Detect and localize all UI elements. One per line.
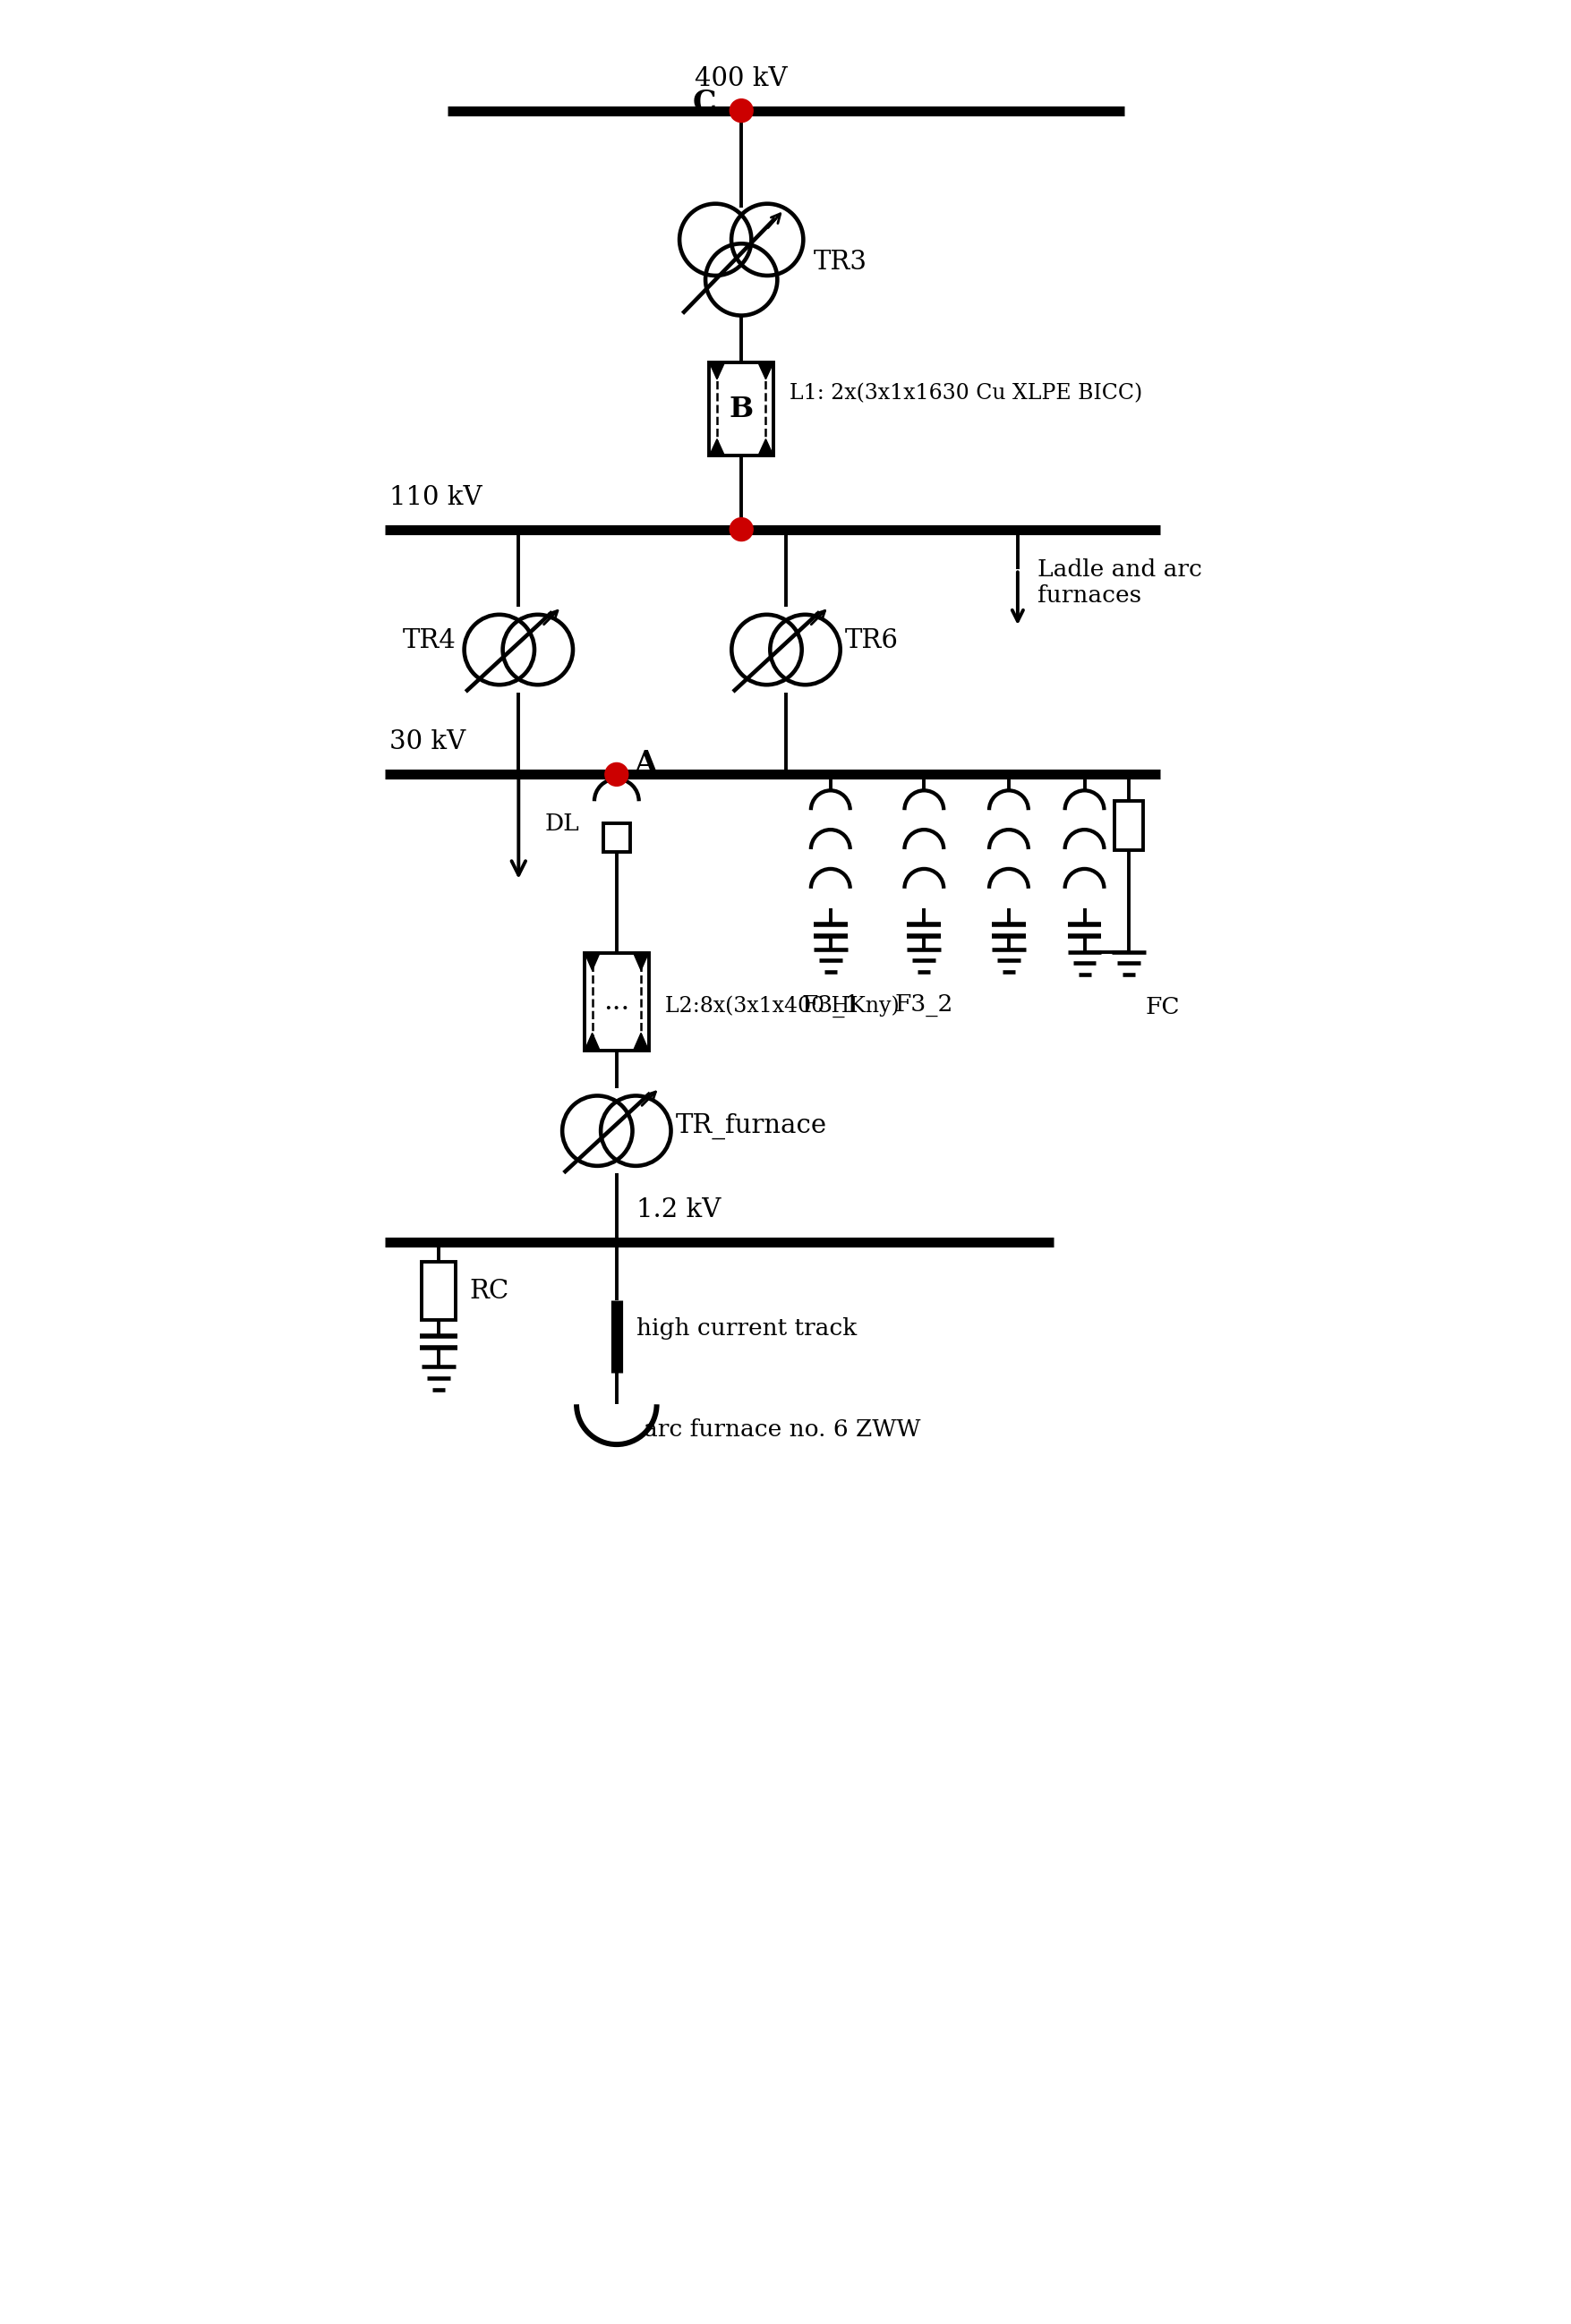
Text: 30 kV: 30 kV — [390, 730, 465, 755]
Text: TR_furnace: TR_furnace — [676, 1113, 826, 1139]
Text: arc furnace no. 6 ZWW: arc furnace no. 6 ZWW — [643, 1418, 921, 1441]
Text: RC: RC — [470, 1278, 509, 1304]
Text: FC: FC — [1144, 997, 1178, 1018]
Text: L1: 2x(3x1x1630 Cu XLPE BICC): L1: 2x(3x1x1630 Cu XLPE BICC) — [789, 383, 1142, 404]
Bar — [603, 823, 630, 853]
Polygon shape — [584, 953, 600, 969]
Polygon shape — [757, 363, 773, 379]
Text: A: A — [635, 748, 657, 779]
Polygon shape — [633, 1032, 649, 1050]
Polygon shape — [709, 363, 724, 379]
Circle shape — [729, 518, 753, 541]
Bar — [584, 953, 649, 1050]
Text: high current track: high current track — [636, 1318, 856, 1341]
Bar — [709, 363, 773, 456]
Bar — [421, 1262, 456, 1320]
Text: 110 kV: 110 kV — [390, 486, 482, 509]
Text: TR6: TR6 — [844, 627, 899, 653]
Text: 400 kV: 400 kV — [694, 65, 787, 91]
Text: TR3: TR3 — [814, 249, 867, 274]
Polygon shape — [584, 1032, 600, 1050]
Text: F3_1: F3_1 — [801, 995, 859, 1018]
Polygon shape — [709, 439, 724, 456]
Text: B: B — [729, 395, 753, 423]
Text: ...: ... — [603, 988, 630, 1016]
Text: TR4: TR4 — [402, 627, 456, 653]
Text: F3_2: F3_2 — [894, 995, 952, 1016]
Polygon shape — [757, 439, 773, 456]
Circle shape — [605, 762, 628, 786]
Text: DL: DL — [544, 813, 578, 834]
Circle shape — [729, 100, 753, 123]
Bar — [1114, 802, 1142, 851]
Text: Ladle and arc
furnaces: Ladle and arc furnaces — [1037, 558, 1202, 607]
Text: L2:8x(3x1x400 HKny): L2:8x(3x1x400 HKny) — [665, 995, 899, 1016]
Polygon shape — [633, 953, 649, 969]
Text: C: C — [693, 88, 716, 119]
Text: 1.2 kV: 1.2 kV — [636, 1197, 720, 1222]
